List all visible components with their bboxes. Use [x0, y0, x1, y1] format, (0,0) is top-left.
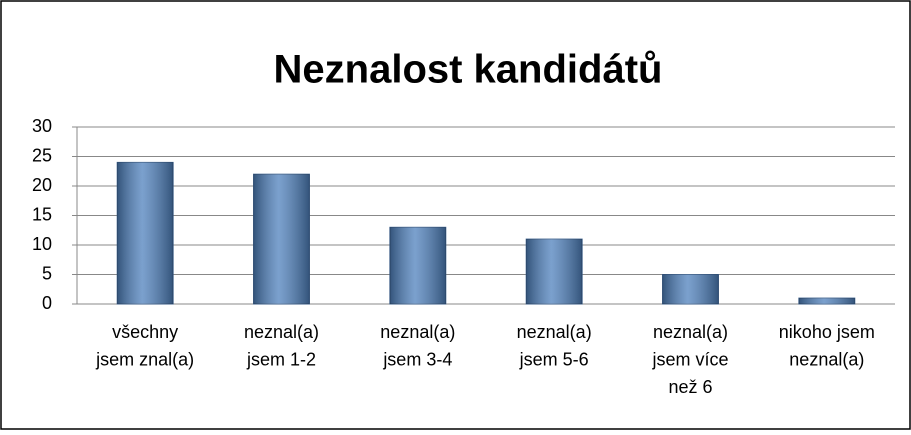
bar-shade: [389, 227, 446, 304]
x-tick-label-line: jsem 5-6: [519, 349, 589, 369]
x-tick-label-line: jsem znal(a): [95, 349, 194, 369]
bar-shade: [526, 239, 583, 304]
y-tick-label: 0: [42, 293, 52, 313]
y-tick-label: 15: [32, 204, 52, 224]
x-tick-label: neznal(a) jsem 5-6: [517, 322, 592, 370]
x-tick-label-line: jsem 3-4: [382, 349, 452, 369]
x-tick-label-line: nikoho jsem: [779, 322, 875, 342]
y-tick-label: 30: [32, 116, 52, 136]
bar-shade: [798, 298, 855, 304]
chart-title: Neznalost kandidátů: [274, 48, 663, 92]
bar-shade: [253, 174, 310, 304]
y-tick-label: 5: [42, 263, 52, 283]
x-tick-label-line: neznal(a): [517, 322, 592, 342]
x-tick-label-line: neznal(a): [380, 322, 455, 342]
x-tick-label-line: neznal(a): [653, 322, 728, 342]
x-tick-label: neznal(a) jsem 1-2: [244, 322, 319, 370]
x-tick-label: nikoho jsem neznal(a): [779, 322, 875, 370]
x-tick-label: všechny jsem znal(a): [95, 322, 194, 370]
x-tick-label-line: neznal(a): [789, 349, 864, 369]
x-tick-label-line: všechny: [112, 322, 178, 342]
x-tick-label: neznal(a) jsem 3-4: [380, 322, 455, 370]
y-tick-label: 25: [32, 145, 52, 165]
bar-shade: [662, 274, 719, 304]
bar-shade: [117, 162, 174, 304]
x-tick-label-line: než 6: [668, 377, 712, 397]
x-tick-label-line: neznal(a): [244, 322, 319, 342]
x-tick-label-line: jsem více: [651, 349, 728, 369]
y-tick-label: 20: [32, 175, 52, 195]
y-tick-label: 10: [32, 234, 52, 254]
x-tick-label-line: jsem 1-2: [246, 349, 316, 369]
x-tick-label: neznal(a) jsem více než 6: [651, 322, 728, 397]
